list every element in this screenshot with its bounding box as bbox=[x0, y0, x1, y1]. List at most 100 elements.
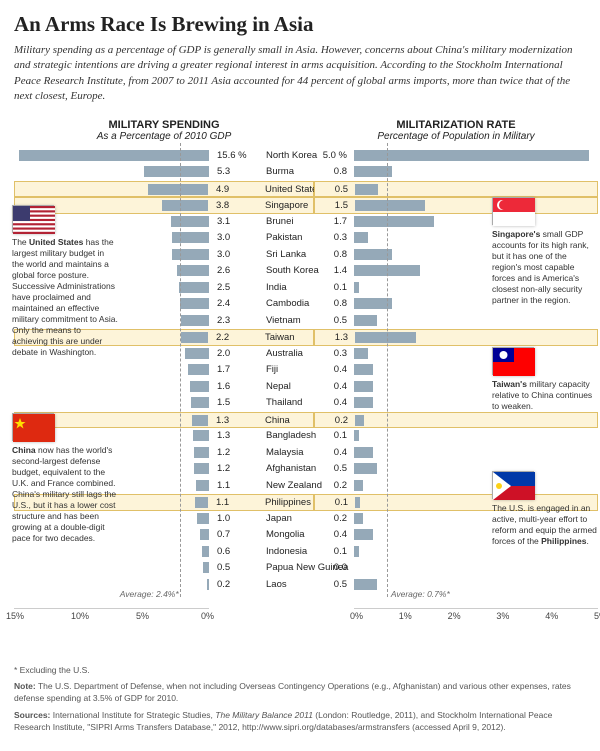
bar bbox=[181, 315, 209, 326]
flag-china-icon bbox=[12, 413, 54, 441]
value: 1.7 bbox=[214, 364, 264, 375]
row-left: 1.6Nepal bbox=[14, 379, 314, 396]
bar bbox=[354, 529, 373, 540]
value: 0.4 bbox=[314, 381, 350, 392]
avg-label-right: Average: 0.7%* bbox=[391, 589, 450, 599]
value: 3.0 bbox=[214, 232, 264, 243]
row-left: 0.5Papua New Guinea bbox=[14, 560, 314, 577]
bar bbox=[354, 216, 434, 227]
bar bbox=[172, 232, 209, 243]
bar bbox=[194, 447, 209, 458]
left-col-title: MILITARY SPENDINGAs a Percentage of 2010… bbox=[14, 119, 314, 142]
value: 3.0 bbox=[214, 249, 264, 260]
bar bbox=[197, 513, 209, 524]
footnotes: * Excluding the U.S. Note: The U.S. Depa… bbox=[14, 665, 586, 734]
bar bbox=[193, 430, 209, 441]
bar bbox=[191, 397, 209, 408]
value: 0.5 bbox=[314, 579, 350, 590]
value: 3.8 bbox=[213, 200, 263, 211]
bar bbox=[192, 415, 208, 426]
flag-sg-icon bbox=[492, 197, 534, 225]
bar bbox=[200, 529, 209, 540]
bar bbox=[179, 282, 209, 293]
row-right: 0.1 bbox=[314, 428, 598, 445]
value: 0.4 bbox=[314, 447, 350, 458]
value: 1.3 bbox=[315, 332, 351, 343]
value: 5.3 bbox=[214, 166, 264, 177]
value: 0.5 bbox=[314, 463, 350, 474]
bar bbox=[196, 480, 209, 491]
row-left: 15.6 %North Korea bbox=[14, 148, 314, 165]
bar bbox=[172, 249, 209, 260]
bar bbox=[354, 447, 373, 458]
value: 1.1 bbox=[213, 497, 263, 508]
value: 1.4 bbox=[314, 265, 350, 276]
avg-line-right bbox=[387, 143, 388, 597]
value: 2.2 bbox=[213, 332, 263, 343]
value: 1.2 bbox=[214, 463, 264, 474]
value: 0.3 bbox=[314, 232, 350, 243]
value: 2.5 bbox=[214, 282, 264, 293]
value: 1.1 bbox=[214, 480, 264, 491]
bar bbox=[354, 315, 377, 326]
value: 1.7 bbox=[314, 216, 350, 227]
bar bbox=[144, 166, 209, 177]
bar bbox=[354, 232, 368, 243]
bar bbox=[355, 497, 360, 508]
bar bbox=[354, 513, 363, 524]
bar bbox=[354, 480, 363, 491]
bar bbox=[355, 332, 416, 343]
row-right: 0.2 bbox=[314, 412, 598, 429]
row-right: 0.5 bbox=[314, 577, 598, 594]
bar bbox=[354, 430, 359, 441]
xaxis-right: 0%1%2%3%4%5% bbox=[354, 608, 598, 622]
bar bbox=[355, 200, 425, 211]
value: 15.6 % bbox=[214, 150, 264, 161]
bar bbox=[354, 546, 359, 557]
value: 0.0 bbox=[314, 562, 350, 573]
row-right: 0.5 bbox=[314, 313, 598, 330]
xaxis-left: 15%10%5%0% bbox=[14, 608, 209, 622]
value: 1.3 bbox=[213, 415, 263, 426]
value: 2.4 bbox=[214, 298, 264, 309]
value: 4.9 bbox=[213, 184, 263, 195]
value: 0.2 bbox=[315, 415, 351, 426]
bar bbox=[203, 562, 209, 573]
bar bbox=[355, 415, 364, 426]
value: 0.5 bbox=[315, 184, 351, 195]
row-right: 0.8 bbox=[314, 164, 598, 181]
value: 0.1 bbox=[315, 497, 351, 508]
flag-tw-icon bbox=[492, 347, 534, 375]
value: 1.5 bbox=[315, 200, 351, 211]
bar bbox=[354, 348, 368, 359]
bar bbox=[162, 200, 208, 211]
bar bbox=[148, 184, 208, 195]
row-right: 0.5 bbox=[314, 181, 598, 198]
flag-ph-icon bbox=[492, 471, 534, 499]
value: 0.2 bbox=[314, 480, 350, 491]
value: 0.2 bbox=[214, 579, 264, 590]
row-right: 0.0 bbox=[314, 560, 598, 577]
value: 0.4 bbox=[314, 529, 350, 540]
value: 0.8 bbox=[314, 298, 350, 309]
value: 1.6 bbox=[214, 381, 264, 392]
value: 3.1 bbox=[214, 216, 264, 227]
row-left: 1.7Fiji bbox=[14, 362, 314, 379]
bar bbox=[177, 265, 209, 276]
page-title: An Arms Race Is Brewing in Asia bbox=[14, 12, 586, 37]
value: 2.3 bbox=[214, 315, 264, 326]
callout-china: China now has the world's second-largest… bbox=[12, 413, 118, 544]
bar bbox=[354, 282, 359, 293]
value: 0.1 bbox=[314, 546, 350, 557]
value: 0.6 bbox=[214, 546, 264, 557]
bar bbox=[355, 184, 378, 195]
value: 2.0 bbox=[214, 348, 264, 359]
intro-text: Military spending as a percentage of GDP… bbox=[14, 43, 586, 105]
value: 2.6 bbox=[214, 265, 264, 276]
value: 0.5 bbox=[214, 562, 264, 573]
row-right: 0.4 bbox=[314, 445, 598, 462]
flag-us-icon bbox=[12, 205, 54, 233]
value: 0.2 bbox=[314, 513, 350, 524]
row-right: 1.3 bbox=[314, 329, 598, 346]
avg-line-left bbox=[180, 143, 181, 597]
